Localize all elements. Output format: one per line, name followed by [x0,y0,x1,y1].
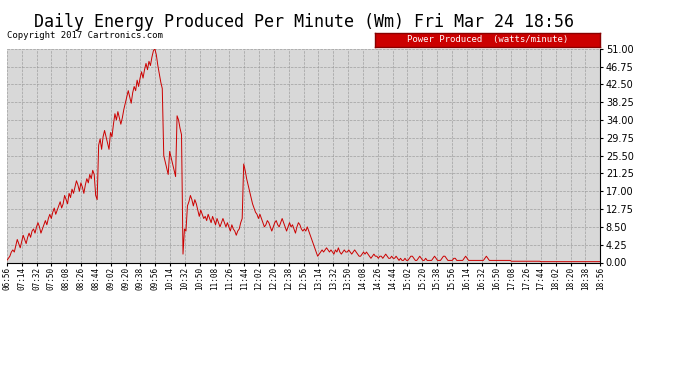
Title: Daily Energy Produced Per Minute (Wm) Fri Mar 24 18:56: Daily Energy Produced Per Minute (Wm) Fr… [34,13,573,31]
Text: Copyright 2017 Cartronics.com: Copyright 2017 Cartronics.com [7,31,163,40]
